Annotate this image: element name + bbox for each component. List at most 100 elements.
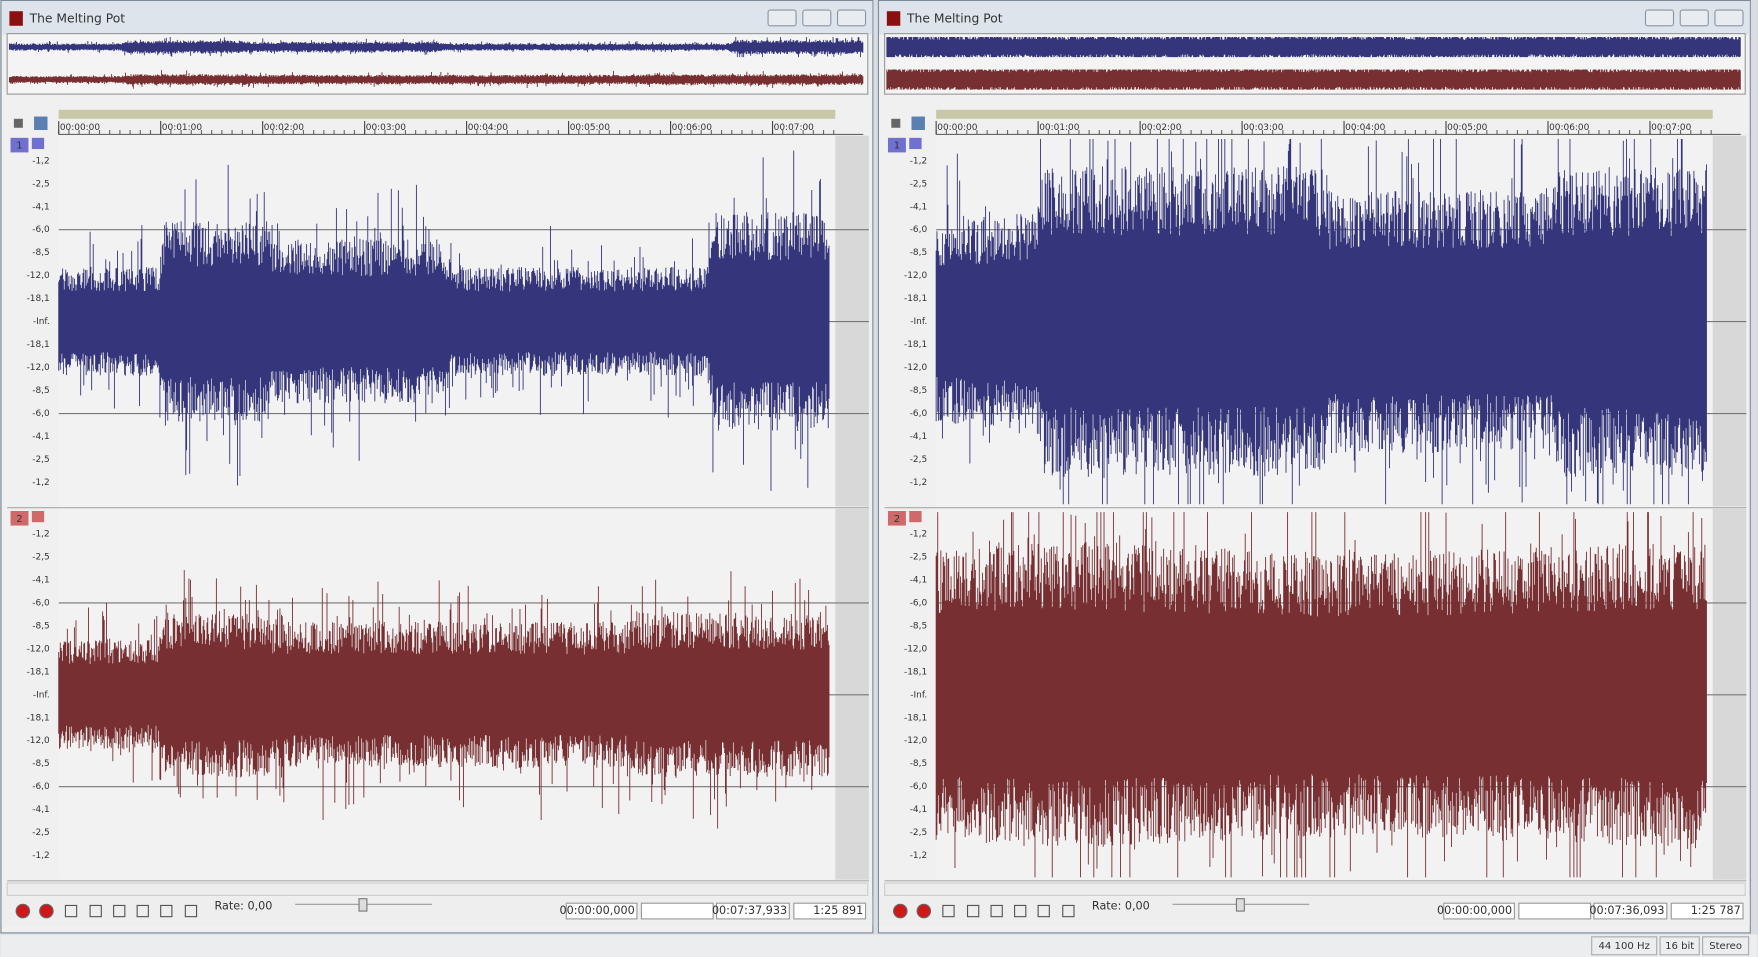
db-label: -6,0 (32, 225, 50, 235)
record-button[interactable] (893, 903, 908, 919)
channel-minimize[interactable] (909, 137, 922, 150)
status-cell (1659, 936, 1700, 956)
db-label: -6,0 (910, 598, 928, 608)
transport-button[interactable] (942, 904, 955, 918)
channel-badge[interactable] (887, 137, 906, 153)
db-label: -12,0 (904, 644, 927, 654)
maximize-button[interactable] (802, 9, 832, 27)
transport-button[interactable] (160, 904, 173, 918)
db-label: -6,0 (32, 782, 50, 792)
record-button[interactable] (15, 903, 31, 919)
db-label: -1,2 (910, 851, 927, 861)
record-button[interactable] (39, 903, 54, 919)
app-icon (886, 11, 901, 26)
lock-icon[interactable] (891, 118, 901, 128)
db-label: -Inf. (33, 690, 50, 700)
db-label: -1,2 (32, 156, 49, 166)
time-field[interactable] (1593, 902, 1668, 920)
channel-wave (58, 150, 830, 491)
db-label: -8,5 (910, 759, 927, 769)
close-button[interactable] (1714, 9, 1744, 27)
time-field[interactable] (1670, 902, 1744, 920)
db-label: -4,1 (910, 575, 927, 585)
db-label: -8,5 (32, 248, 49, 258)
app-icon (9, 11, 23, 26)
db-label: -8,5 (910, 621, 927, 631)
scrollbar[interactable] (884, 882, 1746, 896)
maximize-button[interactable] (1679, 9, 1709, 27)
ruler-label: 00:03:00 (366, 123, 407, 133)
ruler-label: 00:00:00 (937, 123, 978, 133)
db-label: -18,1 (904, 713, 927, 723)
db-label: -Inf. (33, 317, 50, 327)
ruler-label: 00:00:00 (60, 123, 101, 133)
transport-button[interactable] (89, 904, 102, 918)
snap-icon[interactable] (911, 116, 925, 130)
db-label: -1,2 (910, 529, 927, 539)
channel-badge[interactable] (10, 510, 29, 526)
db-label: -1,2 (910, 156, 927, 166)
db-label: -4,1 (910, 202, 927, 212)
time-field[interactable] (715, 902, 790, 920)
lock-icon[interactable] (13, 118, 23, 128)
time-value: 00:00:00,000 (560, 904, 635, 917)
record-button[interactable] (916, 903, 932, 919)
transport-button[interactable] (184, 904, 198, 918)
channel-number: 1 (894, 141, 900, 152)
transport-button[interactable] (136, 904, 149, 918)
channel-number: 2 (16, 514, 22, 525)
transport-button[interactable] (64, 904, 78, 918)
db-label: -1,2 (32, 478, 49, 488)
transport-button[interactable] (113, 904, 126, 918)
scrollbar[interactable] (6, 882, 869, 896)
db-label: -4,1 (32, 575, 49, 585)
time-field[interactable] (793, 902, 867, 920)
transport-button[interactable] (1062, 904, 1075, 918)
db-label: -12,0 (27, 736, 50, 746)
status-bar (0, 934, 1758, 957)
channel-minimize[interactable] (31, 137, 45, 150)
transport-button[interactable] (990, 904, 1003, 918)
time-value: 00:00:00,000 (1437, 904, 1512, 917)
ruler-label: 00:03:00 (1243, 123, 1284, 133)
transport-button[interactable] (1014, 904, 1027, 918)
transport-button[interactable] (966, 904, 980, 918)
time-field[interactable] (1443, 902, 1515, 920)
ruler-label: 00:04:00 (1345, 123, 1386, 133)
db-label: -18,1 (27, 340, 50, 350)
status-cell (1702, 936, 1750, 956)
channel-minimize[interactable] (909, 510, 922, 523)
db-label: -4,1 (32, 432, 49, 442)
db-label: -2,5 (32, 552, 49, 562)
title-bar (1, 1, 873, 35)
db-label: -6,0 (910, 225, 928, 235)
time-value: 00:07:37,933 (712, 904, 787, 917)
db-label: -18,1 (27, 667, 50, 677)
channel-number: 2 (894, 514, 900, 525)
db-label: -8,5 (32, 621, 49, 631)
time-field[interactable] (1518, 902, 1592, 920)
db-label: -6,0 (32, 409, 50, 419)
snap-icon[interactable] (34, 116, 48, 130)
channel-badge[interactable] (887, 510, 906, 526)
channel-minimize[interactable] (31, 510, 45, 523)
rate-label: Rate: 0,00 (214, 900, 272, 913)
window-title: The Melting Pot (906, 12, 1003, 26)
transport-button[interactable] (1037, 904, 1050, 918)
ruler-label: 00:05:00 (1447, 123, 1488, 133)
rate-thumb[interactable] (1235, 898, 1245, 912)
db-label: -1,2 (32, 529, 49, 539)
db-label: -2,5 (910, 552, 927, 562)
time-field[interactable] (565, 902, 638, 920)
rate-thumb[interactable] (358, 898, 368, 912)
time-field[interactable] (640, 902, 714, 920)
window-title: The Melting Pot (29, 12, 126, 26)
close-button[interactable] (836, 9, 867, 27)
minimize-button[interactable] (1644, 9, 1675, 27)
channel-badge[interactable] (10, 137, 29, 153)
minimize-button[interactable] (767, 9, 797, 27)
db-label: -8,5 (32, 759, 49, 769)
db-label: -2,5 (910, 179, 927, 189)
status-text: 44 100 Hz (1599, 941, 1650, 952)
